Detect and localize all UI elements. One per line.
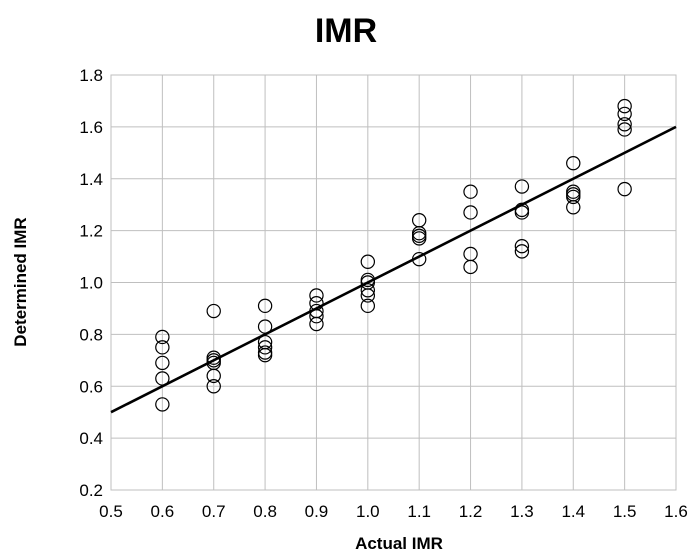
y-tick-label: 1.8 [79,66,103,85]
data-point [566,200,581,215]
data-point [514,179,530,194]
x-tick-label: 1.4 [561,502,585,521]
data-point [617,117,632,132]
data-point [155,397,170,412]
y-tick-label: 0.8 [79,325,103,344]
y-tick-label: 0.4 [79,429,103,448]
trendline [110,125,677,414]
data-point [617,98,632,114]
data-point [206,379,221,394]
y-axis-title: Determined IMR [11,217,30,346]
data-point [360,288,376,303]
data-point [206,303,221,319]
data-point [566,155,581,171]
y-axis-ticks: 0.2 0.4 0.6 0.8 1.0 1.2 1.4 1.6 1.8 [79,66,103,500]
data-point [257,340,273,355]
data-point [463,259,478,275]
y-tick-label: 1.6 [79,118,103,137]
data-point [514,244,530,259]
x-tick-label: 0.5 [99,502,123,521]
data-point [463,205,478,220]
data-point [566,189,581,205]
data-point [309,288,324,303]
x-tick-label: 1.1 [407,502,431,521]
x-tick-label: 1.5 [613,502,637,521]
data-point [257,347,273,363]
x-tick-label: 0.8 [253,502,277,521]
x-axis-ticks: 0.5 0.6 0.7 0.8 0.9 1.0 1.1 1.2 1.3 1.4 1.5 1.6 [99,502,688,521]
data-point [463,184,478,199]
data-point [155,329,170,345]
plot-area [110,74,677,491]
x-tick-label: 0.7 [202,502,226,521]
data-point [617,122,632,137]
data-point [617,106,632,122]
x-tick-label: 1.2 [459,502,483,521]
data-point [617,181,632,197]
data-points [155,98,632,412]
data-point [309,316,324,332]
x-tick-label: 0.9 [305,502,329,521]
data-point [514,238,530,254]
x-tick-label: 0.6 [151,502,175,521]
x-axis-title: Actual IMR [355,534,443,553]
y-tick-label: 1.4 [79,170,103,189]
gridlines [110,74,677,491]
data-point [206,368,221,384]
x-tick-label: 1.3 [510,502,534,521]
data-point [411,231,427,246]
data-point [257,298,273,314]
data-point [155,340,170,355]
data-point [360,298,376,314]
y-tick-label: 1.0 [79,274,103,293]
x-tick-label: 1.6 [664,502,688,521]
data-point [155,355,170,371]
data-point [360,254,376,269]
x-tick-label: 1.0 [356,502,380,521]
chart-title: IMR [315,12,377,50]
y-tick-label: 1.2 [79,222,103,241]
y-tick-label: 0.2 [79,481,103,500]
y-tick-label: 0.6 [79,377,103,396]
